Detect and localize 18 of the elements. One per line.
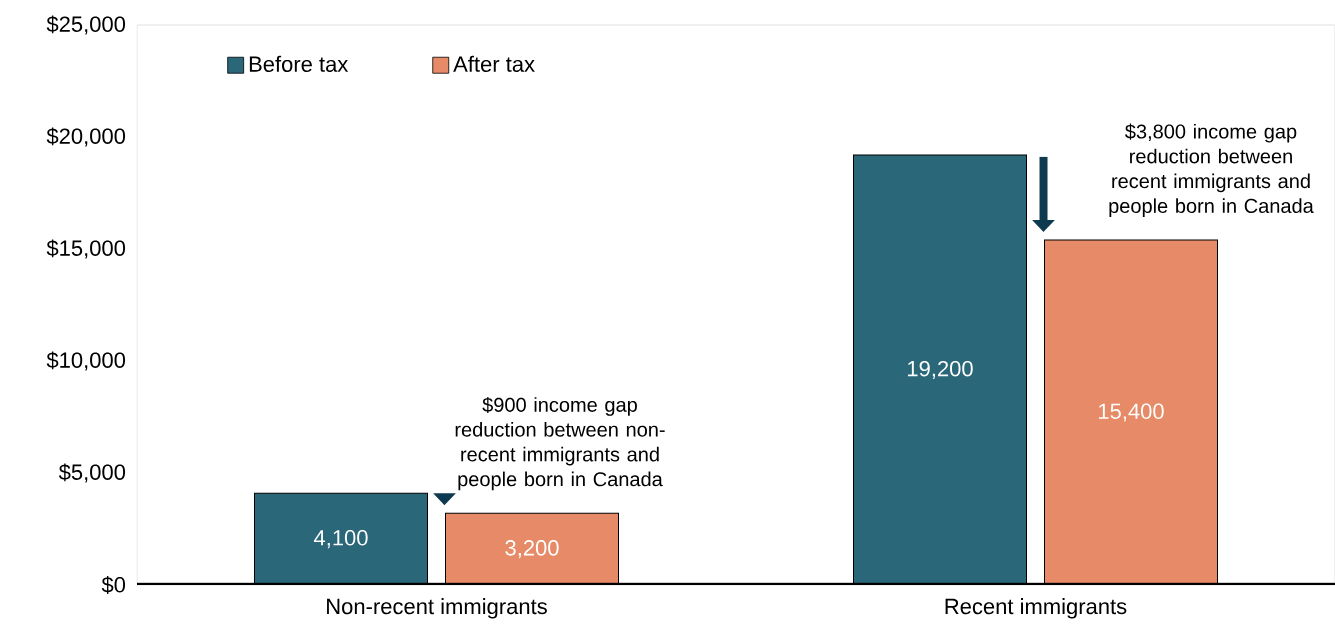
y-tick-label: $20,000 — [46, 127, 126, 147]
bar — [853, 154, 1027, 585]
legend-label: After tax — [453, 55, 535, 72]
data-label: 3,200 — [505, 540, 559, 559]
bar — [254, 492, 428, 585]
y-tick-label: $5,000 — [58, 463, 126, 483]
y-tick-label: $0 — [101, 576, 126, 594]
data-label: 19,200 — [908, 360, 973, 380]
y-tick-label: $10,000 — [46, 351, 126, 371]
x-tick-label: Recent immigrants — [945, 598, 1127, 619]
data-label: 15,400 — [1099, 403, 1164, 422]
annotation: $3,800 income gap reduction between recent immigrants and people born in Canada — [1109, 123, 1314, 217]
data-label: 4,100 — [313, 530, 368, 549]
x-tick-label: Non-recent immigrants — [327, 598, 547, 619]
annotation: $900 income gap reduction between non-recent immigrants and people born in Canada — [455, 396, 665, 491]
legend-label: Before tax — [249, 55, 349, 72]
y-tick-label: $15,000 — [46, 239, 126, 259]
y-tick-label: $25,000 — [46, 15, 126, 35]
